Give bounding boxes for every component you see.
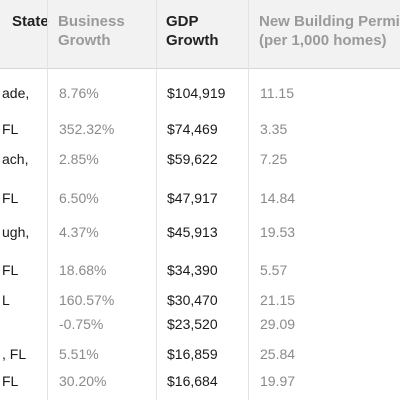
cell-state: , FL [2,346,27,362]
header-new-building-permits: New Building Permits (per 1,000 homes) [259,13,400,49]
header-state: State [12,13,49,30]
cell-gdp-growth: $104,919 [167,85,226,101]
cell-gdp-growth: $16,684 [167,373,218,389]
cell-building-permits: 7.25 [260,151,288,167]
cell-business-growth: 160.57% [59,292,115,308]
cell-business-growth: -0.75% [59,316,104,332]
cell-gdp-growth: $74,469 [167,121,218,137]
cell-state: ugh, [2,224,30,240]
cell-building-permits: 11.15 [260,85,294,101]
cell-building-permits: 3.35 [260,121,288,137]
column-divider [47,0,48,400]
table-header: State Business Growth GDP Growth New Bui… [0,0,400,69]
cell-state: FL [2,262,19,278]
cell-gdp-growth: $34,390 [167,262,218,278]
cell-gdp-growth: $47,917 [167,190,218,206]
cell-business-growth: 6.50% [59,190,99,206]
cell-building-permits: 14.84 [260,190,296,206]
cell-gdp-growth: $45,913 [167,224,218,240]
cell-business-growth: 2.85% [59,151,99,167]
cell-building-permits: 29.09 [260,316,296,332]
cell-state: FL [2,121,19,137]
cell-gdp-growth: $59,622 [167,151,218,167]
cell-business-growth: 5.51% [59,346,99,362]
cell-state: FL [2,373,19,389]
cell-business-growth: 4.37% [59,224,99,240]
cell-building-permits: 19.53 [260,224,296,240]
cell-business-growth: 18.68% [59,262,107,278]
cell-state: ach, [2,151,29,167]
cell-gdp-growth: $23,520 [167,316,218,332]
header-gdp-growth: GDP Growth [166,13,219,49]
cell-building-permits: 21.15 [260,292,296,308]
cell-building-permits: 25.84 [260,346,296,362]
column-divider [156,0,157,400]
cell-state: FL [2,190,19,206]
cell-state: ade, [2,85,30,101]
cell-gdp-growth: $16,859 [167,346,218,362]
cell-building-permits: 19.97 [260,373,296,389]
cell-business-growth: 352.32% [59,121,115,137]
cell-state: L [2,292,10,308]
header-business-growth: Business Growth [58,13,125,49]
cell-gdp-growth: $30,470 [167,292,218,308]
cell-business-growth: 30.20% [59,373,107,389]
cell-business-growth: 8.76% [59,85,99,101]
cell-building-permits: 5.57 [260,262,288,278]
column-divider [248,0,249,400]
